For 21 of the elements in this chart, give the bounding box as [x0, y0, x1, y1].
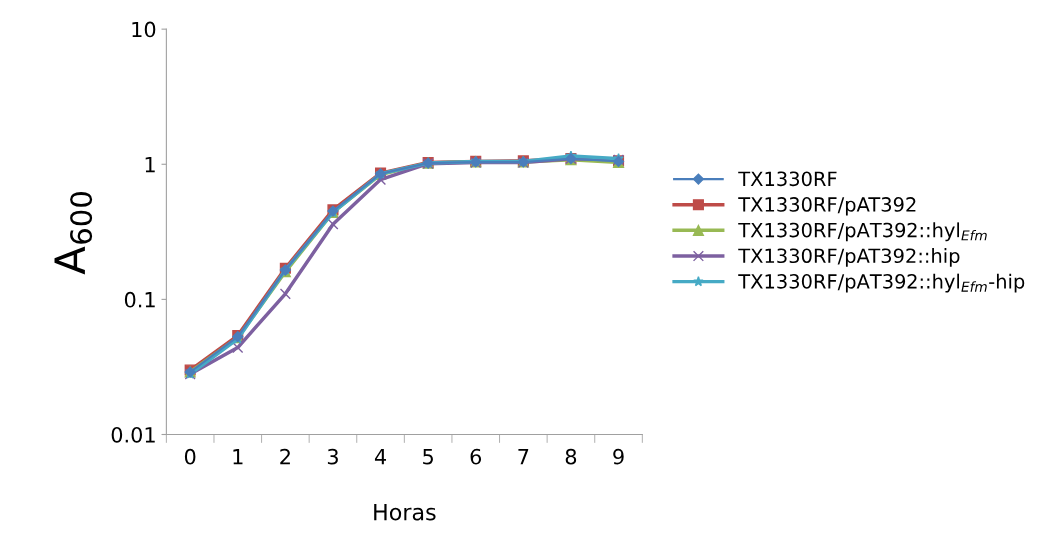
x-tick-label: 4: [374, 449, 387, 465]
x-tick-label: 3: [327, 448, 338, 465]
x-tick-label: 7: [518, 449, 529, 465]
legend-label: TX1330RF/pAT392::hyl$_{Efm}$: [738, 222, 987, 242]
legend-label: TX1330RF: [738, 171, 837, 187]
x-tick-label: 8: [565, 448, 577, 465]
y-tick-label: 1: [145, 156, 155, 173]
legend-label: TX1330RF/pAT392::hip: [738, 248, 960, 267]
x-tick-label: 1: [233, 449, 243, 465]
y-tick-label: 0.01: [111, 426, 155, 443]
y-tick-label: 10: [132, 21, 156, 38]
x-tick-label: 2: [280, 448, 290, 465]
y-tick-label: 0.1: [124, 291, 155, 308]
x-tick-label: 5: [423, 449, 433, 465]
y-axis-title: A$_{600}$: [54, 192, 93, 275]
legend-label: TX1330RF/pAT392::hyl$_{Efm}$-hip: [738, 273, 1025, 293]
x-axis-title: Horas: [374, 503, 436, 521]
x-tick-label: 0: [184, 448, 196, 465]
x-tick-label: 6: [470, 448, 482, 465]
x-tick-label: 9: [613, 448, 624, 465]
legend-label: TX1330RF/pAT392: [738, 197, 916, 216]
